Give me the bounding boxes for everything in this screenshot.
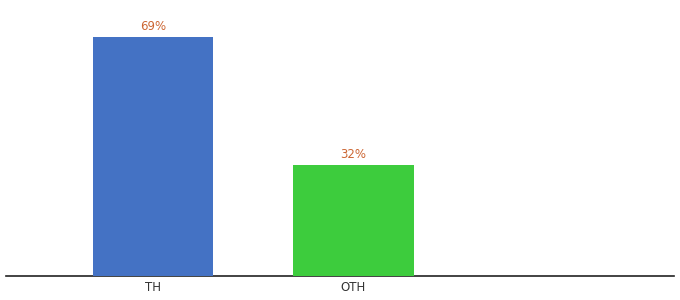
Text: 69%: 69% <box>139 20 166 33</box>
Bar <box>92 37 213 276</box>
Text: 32%: 32% <box>341 148 367 161</box>
Bar <box>293 165 413 276</box>
